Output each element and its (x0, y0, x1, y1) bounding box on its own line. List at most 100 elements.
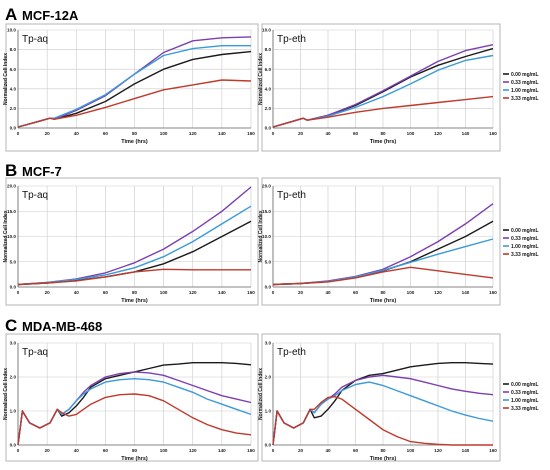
x-tick-label: 140 (218, 131, 226, 136)
legend-label: 1.00 mg/mL (511, 88, 539, 94)
y-tick-label: 15.0 (262, 209, 271, 214)
y-tick-label: 2.0 (10, 375, 17, 380)
y-axis-label: Normalized Cell Index (3, 210, 9, 262)
x-tick-label: 20 (298, 290, 304, 295)
x-tick-label: 80 (132, 290, 138, 295)
x-tick-label: 100 (160, 131, 168, 136)
legend-label: 0.00 mg/mL (511, 228, 539, 234)
x-tick-label: 60 (353, 448, 359, 453)
x-tick-label: 20 (45, 131, 51, 136)
chart-title: Tp-eth (277, 34, 306, 45)
y-tick-label: 0.0 (265, 126, 272, 131)
x-tick-label: 140 (462, 448, 470, 453)
y-axis-label: Normalized Cell Index (258, 53, 264, 105)
panel-letter-A: A (5, 5, 17, 24)
x-tick-label: 140 (462, 131, 470, 136)
chart-frame (5, 23, 259, 152)
y-tick-label: 10.0 (7, 234, 16, 239)
legend-label: 0.00 mg/mL (511, 72, 539, 78)
series-line-3-33-mg-mL (17, 393, 252, 446)
y-tick-label: 0.0 (10, 285, 17, 290)
y-tick-label: 0.0 (10, 126, 17, 131)
chart-A-Tp-aq: 0 20 40 60 80 100 120 140 160 0.0 2.0 4.0 6.0 8.0 10.0… (3, 23, 259, 152)
legend-label: 0.33 mg/mL (511, 236, 539, 242)
x-tick-label: 40 (325, 448, 331, 453)
y-tick-label: 1.0 (10, 409, 17, 414)
chart-title: Tp-aq (22, 190, 48, 201)
legend-label: 3.33 mg/mL (511, 252, 539, 258)
y-tick-label: 1.0 (265, 409, 272, 414)
x-tick-label: 100 (407, 290, 415, 295)
x-tick-label: 20 (45, 448, 51, 453)
x-tick-label: 140 (462, 290, 470, 295)
y-tick-label: 0.0 (265, 443, 272, 448)
x-tick-label: 120 (189, 131, 197, 136)
x-axis-label: Time (hrs) (370, 298, 397, 304)
y-tick-label: 10.0 (7, 28, 16, 33)
legend-label: 1.00 mg/mL (511, 398, 539, 404)
panel-cell-line-A: MCF-12A (22, 8, 79, 23)
y-tick-label: 5.0 (10, 259, 17, 264)
x-tick-label: 0 (272, 290, 275, 295)
panel-cell-line-B: MCF-7 (22, 164, 62, 179)
series-line-3-33-mg-mL (17, 268, 251, 286)
x-tick-label: 40 (74, 131, 80, 136)
series-line-3-33-mg-mL (272, 95, 494, 128)
x-tick-label: 0 (272, 131, 275, 136)
x-tick-label: 80 (132, 448, 138, 453)
y-tick-label: 20.0 (262, 184, 271, 189)
x-axis-label: Time (hrs) (370, 456, 397, 462)
y-tick-label: 20.0 (7, 184, 16, 189)
x-tick-label: 20 (298, 131, 304, 136)
x-axis-label: Time (hrs) (370, 139, 397, 145)
x-tick-label: 120 (189, 290, 197, 295)
x-tick-label: 140 (218, 448, 226, 453)
y-axis-label: Normalized Cell Index (3, 368, 9, 420)
x-tick-label: 160 (489, 131, 497, 136)
chart-C-Tp-eth: 0 20 40 60 80 100 120 140 160 0.0 1.0 2.0 3.0 Time (h… (258, 333, 501, 462)
legend-label: 0.00 mg/mL (511, 382, 539, 388)
y-tick-label: 0.0 (265, 285, 272, 290)
y-axis-label: Normalized Cell Index (258, 368, 264, 420)
x-tick-label: 60 (103, 448, 109, 453)
x-tick-label: 0 (17, 448, 20, 453)
x-tick-label: 60 (103, 131, 109, 136)
series-line-3-33-mg-mL (272, 396, 493, 446)
y-tick-label: 10.0 (262, 28, 271, 33)
x-tick-label: 40 (325, 131, 331, 136)
y-tick-label: 2.0 (265, 106, 272, 111)
chart-frame (5, 177, 259, 306)
legend-B: 0.00 mg/mL 0.33 mg/mL 1.00 mg/mL 3.33 mg/mL (503, 228, 539, 258)
x-tick-label: 100 (407, 448, 415, 453)
x-tick-label: 60 (103, 290, 109, 295)
chart-B-Tp-eth: 0 20 40 60 80 100 120 140 160 0.0 5.0 10.0 15.0 20.0 T… (258, 177, 501, 306)
x-tick-label: 60 (353, 131, 359, 136)
x-tick-label: 20 (298, 448, 304, 453)
chart-C-Tp-aq: 0 20 40 60 80 100 120 140 160 0.0 1.0 2.0 3.0 Time (h… (3, 333, 259, 462)
legend-C: 0.00 mg/mL 0.33 mg/mL 1.00 mg/mL 3.33 mg/mL (503, 382, 539, 412)
series-line-1-00-mg-mL (17, 205, 252, 286)
y-tick-label: 6.0 (10, 67, 17, 72)
chart-A-Tp-eth: 0 20 40 60 80 100 120 140 160 0.0 2.0 4.0 6.0 8.0 10.0… (258, 23, 501, 152)
chart-frame (261, 333, 501, 462)
y-axis-label: Normalized Cell Index (258, 210, 264, 262)
x-axis-label: Time (hrs) (121, 456, 148, 462)
y-axis-label: Normalized Cell Index (3, 53, 9, 105)
chart-title: Tp-eth (277, 190, 306, 201)
x-tick-label: 40 (74, 448, 80, 453)
panel-cell-line-C: MDA-MB-468 (22, 319, 102, 334)
legend-label: 0.33 mg/mL (511, 390, 539, 396)
series-line-3-33-mg-mL (17, 79, 252, 128)
y-tick-label: 4.0 (265, 86, 272, 91)
x-tick-label: 140 (218, 290, 226, 295)
x-tick-label: 120 (434, 131, 442, 136)
x-axis-label: Time (hrs) (121, 298, 148, 304)
legend-label: 3.33 mg/mL (511, 406, 539, 412)
x-tick-label: 40 (74, 290, 80, 295)
y-tick-label: 3.0 (10, 341, 17, 346)
panel-letter-B: B (5, 161, 17, 180)
chart-frame (5, 333, 259, 462)
x-tick-label: 80 (380, 131, 386, 136)
chart-frame (261, 23, 501, 152)
